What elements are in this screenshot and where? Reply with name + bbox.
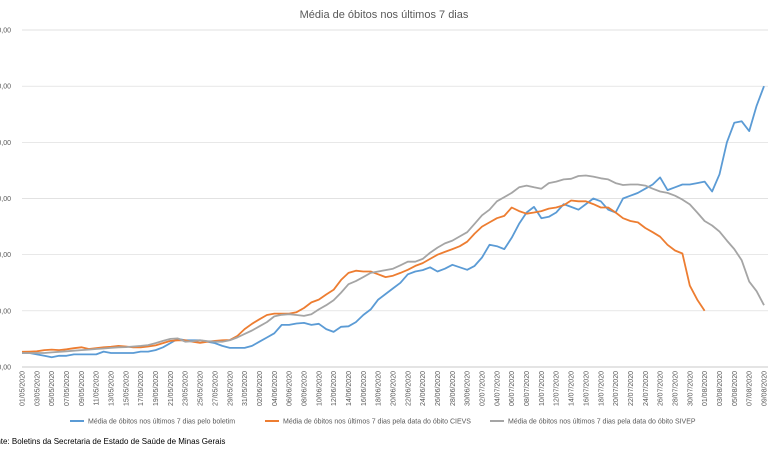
x-tick-label: 10/06/2020	[316, 371, 323, 406]
x-tick-label: 02/06/2020	[257, 371, 264, 406]
x-tick-label: 20/07/2020	[613, 371, 620, 406]
x-tick-label: 07/05/2020	[64, 371, 71, 406]
x-tick-label: 27/05/2020	[212, 371, 219, 406]
x-tick-label: 16/06/2020	[361, 371, 368, 406]
x-tick-label: 17/05/2020	[138, 371, 145, 406]
x-tick-label: 18/07/2020	[598, 371, 605, 406]
x-tick-label: 01/05/2020	[20, 371, 27, 406]
x-tick-label: 22/06/2020	[405, 371, 412, 406]
legend-label: Média de óbitos nos últimos 7 dias pela …	[508, 419, 696, 426]
x-tick-label: 05/08/2020	[732, 371, 739, 406]
x-tick-label: 16/07/2020	[583, 371, 590, 406]
x-tick-label: 06/06/2020	[287, 371, 294, 406]
x-tick-label: 28/07/2020	[672, 371, 679, 406]
x-tick-label: 09/08/2020	[762, 371, 768, 406]
x-tick-label: 02/07/2020	[480, 371, 487, 406]
x-tick-label: 24/07/2020	[643, 371, 650, 406]
x-tick-label: 20/06/2020	[391, 371, 398, 406]
x-tick-label: 24/06/2020	[420, 371, 427, 406]
x-tick-label: 08/07/2020	[524, 371, 531, 406]
y-tick-label: 120,00	[0, 28, 11, 35]
source-note: Fonte: Boletins da Secretaria de Estado …	[0, 437, 225, 446]
x-tick-label: 19/05/2020	[153, 371, 160, 406]
x-tick-label: 23/05/2020	[183, 371, 190, 406]
y-tick-label: 40,00	[0, 252, 11, 259]
x-tick-label: 29/05/2020	[227, 371, 234, 406]
x-tick-label: 18/06/2020	[376, 371, 383, 406]
x-tick-label: 07/08/2020	[747, 371, 754, 406]
x-tick-label: 15/05/2020	[123, 371, 130, 406]
x-tick-label: 14/07/2020	[569, 371, 576, 406]
x-tick-label: 06/07/2020	[509, 371, 516, 406]
x-tick-label: 30/06/2020	[465, 371, 472, 406]
x-tick-label: 05/05/2020	[49, 371, 56, 406]
x-tick-label: 01/08/2020	[702, 371, 709, 406]
x-tick-label: 26/06/2020	[435, 371, 442, 406]
x-tick-label: 13/05/2020	[109, 371, 116, 406]
data-line	[22, 174, 765, 354]
x-tick-label: 22/07/2020	[628, 371, 635, 406]
x-tick-label: 04/07/2020	[494, 371, 501, 406]
data-line	[22, 85, 765, 359]
x-tick-label: 09/05/2020	[79, 371, 86, 406]
x-tick-label: 10/07/2020	[539, 371, 546, 406]
x-tick-label: 12/06/2020	[331, 371, 338, 406]
legend-label: Média de óbitos nos últimos 7 dias pelo …	[88, 419, 235, 426]
x-tick-label: 31/05/2020	[242, 371, 249, 406]
x-tick-label: 04/06/2020	[272, 371, 279, 406]
chart-title: Média de óbitos nos últimos 7 dias	[300, 9, 469, 21]
x-tick-label: 25/05/2020	[198, 371, 205, 406]
y-tick-label: 60,00	[0, 196, 11, 203]
y-tick-label: 20,00	[0, 308, 11, 315]
x-tick-label: 14/06/2020	[346, 371, 353, 406]
y-tick-label: 0,00	[0, 365, 11, 372]
data-line	[21, 199, 706, 353]
x-tick-label: 21/05/2020	[168, 371, 175, 406]
y-tick-label: 80,00	[0, 140, 11, 147]
legend-label: Média de óbitos nos últimos 7 dias pela …	[283, 419, 471, 426]
x-tick-label: 08/06/2020	[301, 371, 308, 406]
x-tick-label: 28/06/2020	[450, 371, 457, 406]
x-tick-label: 03/08/2020	[717, 371, 724, 406]
x-tick-label: 30/07/2020	[687, 371, 694, 406]
x-tick-label: 03/05/2020	[34, 371, 41, 406]
x-tick-label: 12/07/2020	[554, 371, 561, 406]
y-tick-label: 100,00	[0, 84, 11, 91]
x-tick-label: 26/07/2020	[658, 371, 665, 406]
x-tick-label: 11/05/2020	[94, 371, 101, 406]
